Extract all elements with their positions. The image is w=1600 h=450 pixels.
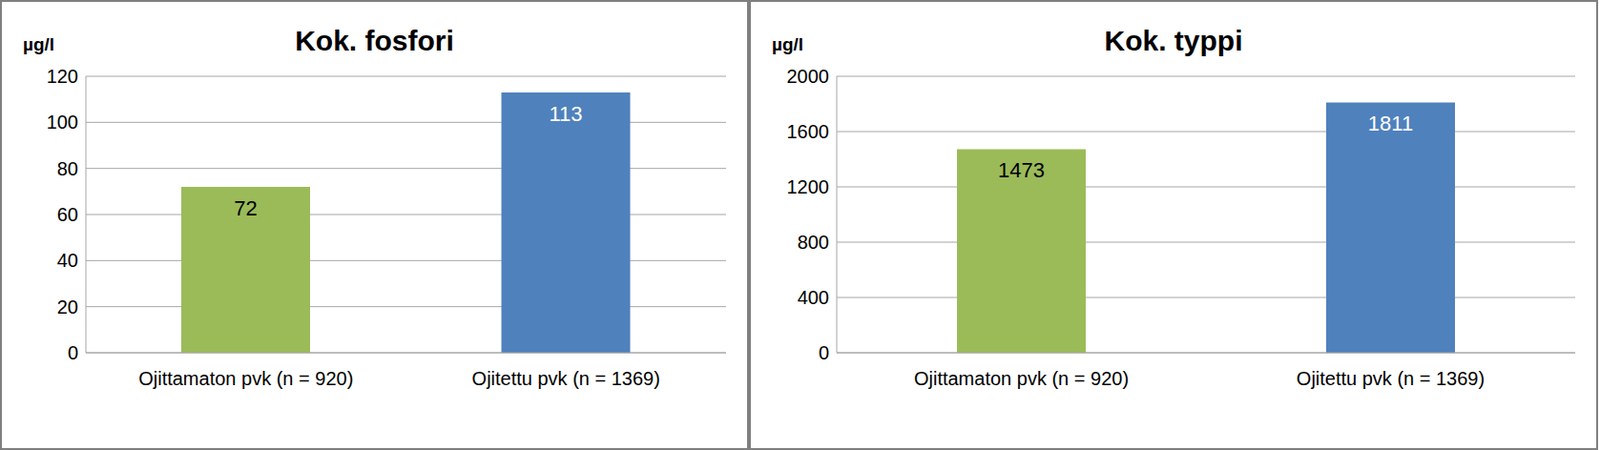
svg-text:0: 0 xyxy=(67,342,79,364)
svg-text:Ojitettu pvk (n = 1369): Ojitettu pvk (n = 1369) xyxy=(472,368,661,390)
svg-text:0: 0 xyxy=(818,342,830,364)
svg-text:120: 120 xyxy=(46,65,79,87)
svg-text:1200: 1200 xyxy=(787,176,831,198)
svg-text:72: 72 xyxy=(233,196,257,221)
svg-text:1473: 1473 xyxy=(997,158,1045,183)
svg-text:Ojitettu pvk (n = 1369): Ojitettu pvk (n = 1369) xyxy=(1296,368,1485,390)
html-text:Kok. typpi: Kok. typpi xyxy=(1104,24,1243,57)
svg-text:1811: 1811 xyxy=(1368,111,1413,136)
svg-text:40: 40 xyxy=(57,249,79,271)
svg-text:400: 400 xyxy=(797,287,830,309)
svg-text:1600: 1600 xyxy=(787,121,831,143)
html-text:µg/l: µg/l xyxy=(771,34,804,55)
svg-text:Ojittamaton pvk (n = 920): Ojittamaton pvk (n = 920) xyxy=(914,368,1129,390)
html-text:µg/l: µg/l xyxy=(22,34,55,55)
svg-text:20: 20 xyxy=(57,296,79,318)
svg-text:2000: 2000 xyxy=(787,65,831,87)
svg-text:60: 60 xyxy=(57,204,79,226)
svg-text:100: 100 xyxy=(46,111,79,133)
svg-text:113: 113 xyxy=(548,102,582,126)
svg-text:Ojittamaton pvk (n = 920): Ojittamaton pvk (n = 920) xyxy=(138,368,354,390)
html-text:Kok. fosfori: Kok. fosfori xyxy=(295,24,454,57)
svg-text:80: 80 xyxy=(57,158,79,180)
svg-text:800: 800 xyxy=(797,231,830,253)
